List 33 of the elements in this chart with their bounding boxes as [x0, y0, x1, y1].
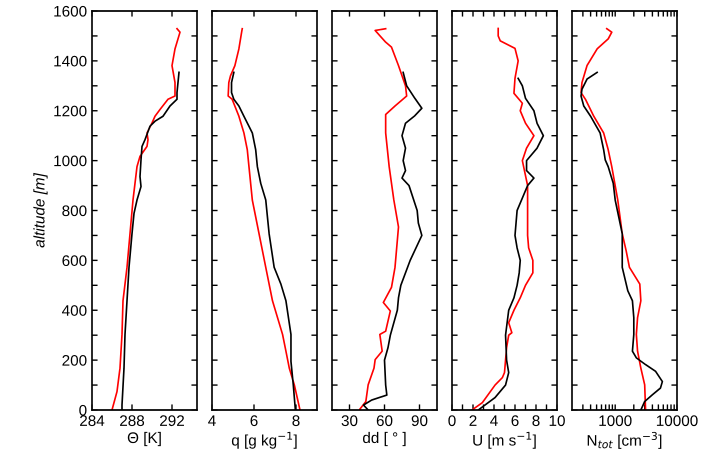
x-tick-label: 6 — [512, 415, 519, 426]
x-tick-label: 10 — [550, 415, 565, 426]
y-tick-label: 800 — [62, 205, 87, 216]
x-axis-title: U [m s$^{−1}$] — [473, 432, 536, 449]
y-tick-label: 1400 — [54, 56, 87, 67]
x-tick-label: 4 — [208, 415, 216, 426]
x-tick-label: 284 — [80, 415, 104, 426]
y-tick-label: 1600 — [54, 6, 87, 17]
x-tick-label: 2 — [470, 415, 476, 426]
y-tick-label: 0 — [79, 404, 87, 416]
line-series — [111, 28, 181, 410]
x-tick-label: 8 — [532, 415, 540, 426]
x-axis-title: N$_{tot}$ [cm$^{−3}$] — [588, 432, 662, 449]
x-tick-label: 292 — [160, 415, 184, 426]
x-tick-label: 0 — [448, 415, 456, 426]
y-tick-label: 400 — [62, 305, 87, 316]
y-tick-label: 200 — [62, 354, 87, 366]
x-tick-label: 1000 — [599, 415, 632, 426]
x-tick-label: 10000 — [656, 415, 698, 426]
y-tick-label: 600 — [62, 255, 87, 266]
y-tick-label: 1000 — [54, 155, 87, 166]
y-axis-title: altitude [m] — [33, 172, 48, 248]
x-axis-title: dd [ ° ] — [362, 432, 406, 446]
x-axis-title: q [g kg$^{−1}$] — [232, 432, 297, 449]
x-tick-label: 30 — [342, 415, 358, 426]
x-tick-label: 60 — [376, 415, 392, 426]
x-tick-label: 4 — [490, 415, 498, 426]
x-tick-label: 8 — [292, 415, 300, 426]
x-axis-title: Θ [K] — [128, 432, 161, 446]
y-tick-label: 1200 — [54, 106, 87, 116]
x-tick-label: 288 — [120, 415, 144, 426]
x-tick-label: 6 — [250, 415, 258, 426]
x-tick-label: 90 — [412, 415, 428, 426]
